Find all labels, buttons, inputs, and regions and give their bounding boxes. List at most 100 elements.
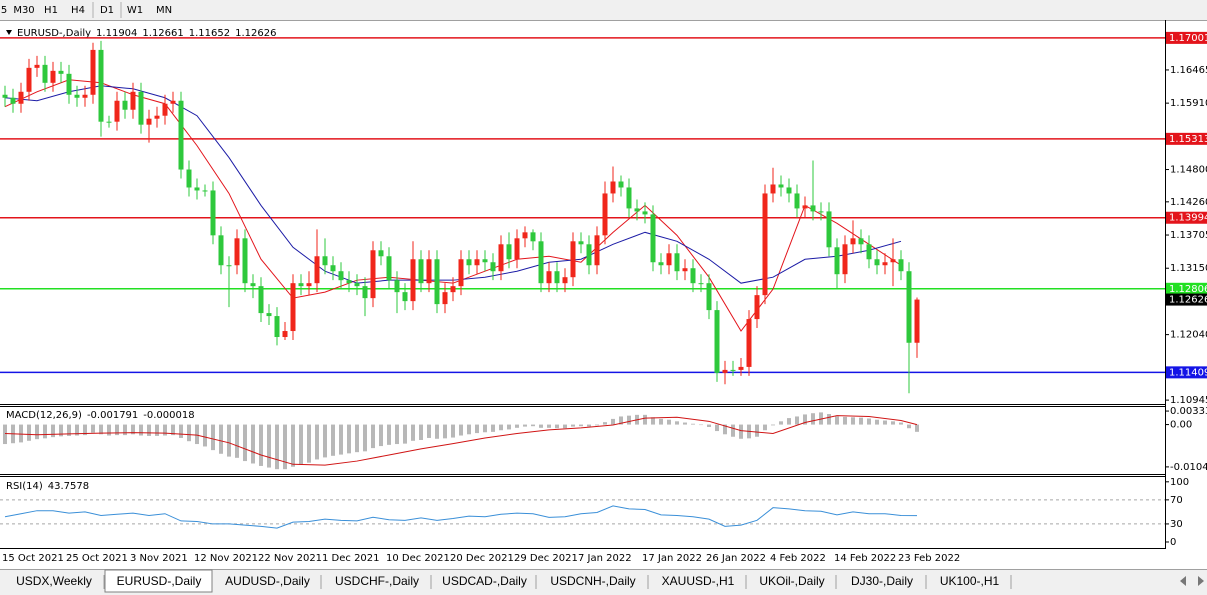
price-label: 1.17001 <box>1169 33 1207 44</box>
tab-label[interactable]: USDCHF-,Daily <box>335 574 419 588</box>
symbol-tab[interactable] <box>213 572 321 591</box>
histogram-bar <box>523 424 527 427</box>
tab-label[interactable]: AUDUSD-,Daily <box>225 574 310 588</box>
symbol-tab[interactable] <box>837 572 926 591</box>
candle-body <box>338 271 344 281</box>
x-tick-label: 17 Jan 2022 <box>642 553 702 564</box>
symbol-tab[interactable] <box>3 572 104 591</box>
histogram-bar <box>843 416 847 425</box>
candle-body <box>474 259 480 266</box>
candle-body <box>818 211 824 213</box>
candle-body <box>826 211 832 248</box>
timeframe-label[interactable]: H1 <box>44 5 58 16</box>
timeframe-label[interactable]: D1 <box>100 5 114 16</box>
timeframe-label[interactable]: 5 <box>1 5 7 16</box>
histogram-bar <box>363 424 367 452</box>
histogram-bar <box>755 424 759 437</box>
histogram-bar <box>571 424 575 427</box>
tab-label[interactable]: EURUSD-,Daily <box>117 574 202 588</box>
candle-body <box>522 232 528 239</box>
candle-body <box>714 310 720 373</box>
histogram-bar <box>827 414 831 425</box>
histogram-bar <box>411 424 415 441</box>
tab-label[interactable]: DJ30-,Daily <box>851 574 913 588</box>
timeframe-label[interactable]: MN <box>156 5 172 16</box>
rsi-value: 43.7578 <box>48 481 89 492</box>
candle-body <box>730 369 736 371</box>
histogram-bar <box>67 424 71 436</box>
histogram-bar <box>531 424 535 427</box>
candle-body <box>810 205 816 212</box>
histogram-bar <box>187 424 191 442</box>
candle-body <box>114 100 120 122</box>
candle-body <box>554 271 560 284</box>
candle-body <box>50 70 56 83</box>
histogram-bar <box>867 418 871 425</box>
symbol-tab[interactable] <box>747 572 836 591</box>
candle-body <box>866 244 872 260</box>
histogram-bar <box>355 424 359 453</box>
histogram-bar <box>587 424 591 427</box>
candle-body <box>314 256 320 284</box>
x-tick-label: 22 Nov 2021 <box>258 553 322 564</box>
histogram-bar <box>147 424 151 436</box>
histogram-bar <box>171 424 175 436</box>
histogram-bar <box>795 416 799 425</box>
histogram-bar <box>667 419 671 425</box>
candle-body <box>890 259 896 263</box>
histogram-bar <box>299 424 303 465</box>
histogram-bar <box>787 418 791 425</box>
price-label-box <box>1166 211 1207 224</box>
candle-body <box>490 262 496 272</box>
histogram-bar <box>339 424 343 455</box>
timeframe-label[interactable]: M30 <box>13 5 34 16</box>
timeframe-label[interactable]: W1 <box>127 5 143 16</box>
tab-label[interactable]: UK100-,H1 <box>940 574 1000 588</box>
symbol-tab[interactable] <box>432 572 536 591</box>
low-value: 1.11652 <box>189 28 230 39</box>
tab-label[interactable]: USDCNH-,Daily <box>550 574 635 588</box>
symbol-tab[interactable] <box>927 572 1011 591</box>
timeframe-button[interactable] <box>64 1 92 18</box>
candle-body <box>674 253 680 272</box>
tab-label[interactable]: USDCAD-,Daily <box>442 574 527 588</box>
tab-label[interactable]: UKOil-,Daily <box>759 574 824 588</box>
histogram-bar <box>763 424 767 431</box>
symbol-tab[interactable] <box>322 572 431 591</box>
y-tick-label: 1.15910 <box>1170 98 1207 109</box>
candle-body <box>234 238 240 266</box>
timeframe-button[interactable] <box>10 1 38 18</box>
timeframe-button[interactable] <box>150 1 178 18</box>
tab-label[interactable]: XAUUSD-,H1 <box>662 574 735 588</box>
tab-scroll-left[interactable] <box>1180 576 1186 586</box>
x-tick-label: 25 Oct 2021 <box>66 553 128 564</box>
price-label: 1.11409 <box>1169 367 1207 378</box>
histogram-bar <box>907 424 911 429</box>
candle-body <box>170 100 176 104</box>
candle-body <box>330 265 336 272</box>
timeframe-button[interactable] <box>40 1 62 18</box>
tab-scroll-right[interactable] <box>1198 576 1204 586</box>
candle-body <box>2 94 8 98</box>
histogram-bar <box>403 424 407 444</box>
symbol-tab[interactable] <box>537 572 648 591</box>
histogram-bar <box>707 424 711 428</box>
candle-body <box>610 181 616 194</box>
price-label-box <box>1166 31 1207 44</box>
timeframe-label[interactable]: H4 <box>71 5 85 16</box>
candle-body <box>402 292 408 302</box>
histogram-bar <box>211 424 215 451</box>
tab-label[interactable]: USDX,Weekly <box>16 574 92 588</box>
histogram-bar <box>3 424 7 445</box>
y-tick-label: 0.003331 <box>1170 406 1207 417</box>
histogram-bar <box>739 424 743 439</box>
chart-menu-arrow[interactable] <box>6 30 12 35</box>
symbol-tab[interactable] <box>649 572 746 591</box>
timeframe-button[interactable] <box>122 1 148 18</box>
timeframe-button[interactable] <box>94 1 120 18</box>
histogram-bar <box>699 424 703 426</box>
timeframe-button[interactable] <box>0 1 8 18</box>
symbol-tab[interactable] <box>104 569 213 593</box>
